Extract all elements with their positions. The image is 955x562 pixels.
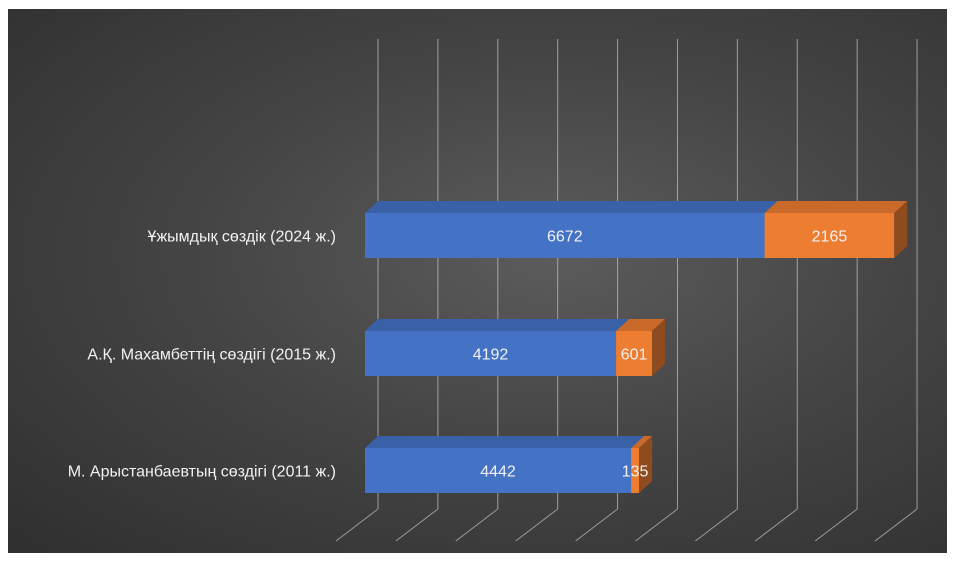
floor-gridline xyxy=(874,508,918,542)
category-label: Ұжымдық сөздік (2024 ж.) xyxy=(148,229,336,246)
data-label: 6672 xyxy=(547,229,583,246)
bar-side-face xyxy=(652,319,666,376)
data-label: 4442 xyxy=(480,464,516,481)
floor-gridline xyxy=(335,508,379,542)
floor-gridline xyxy=(515,508,558,542)
category-label: М. Арыстанбаевтың сөздігі (2011 ж.) xyxy=(68,464,336,481)
data-label: 2165 xyxy=(812,229,848,246)
bar-segment xyxy=(365,448,632,493)
label-layer: Ұжымдық сөздік (2024 ж.) 6672 2165 А.Қ. Мах… xyxy=(68,229,848,481)
bar-segment xyxy=(365,213,765,258)
bar-top-face xyxy=(365,319,630,331)
data-label: 601 xyxy=(621,347,648,364)
bar-segment xyxy=(365,331,617,376)
floor-gridline xyxy=(635,508,678,542)
floor-gridline xyxy=(575,508,618,542)
bar-side-face xyxy=(639,436,653,493)
bar-top-face xyxy=(365,201,778,213)
data-label: 4192 xyxy=(473,347,509,364)
floor-gridline xyxy=(395,508,439,542)
floor-gridline xyxy=(455,508,499,542)
category-label: А.Қ. Махамбеттің сөздігі (2015 ж.) xyxy=(87,347,336,364)
bar-side-face xyxy=(894,201,908,258)
grid-layer xyxy=(335,39,918,542)
chart-frame: Ұжымдық сөздік (2024 ж.) 6672 2165 А.Қ. Мах… xyxy=(8,9,947,553)
floor-gridline xyxy=(695,508,738,542)
floor-gridline xyxy=(814,508,858,542)
bar-segment xyxy=(631,448,640,493)
bar-layer xyxy=(365,201,908,493)
bar-top-face xyxy=(764,201,908,213)
stacked-bar-chart: Ұжымдық сөздік (2024 ж.) 6672 2165 А.Қ. Мах… xyxy=(68,39,918,542)
bar-top-face xyxy=(631,436,653,448)
bar-segment xyxy=(764,213,895,258)
bar-segment xyxy=(616,331,653,376)
floor-gridline xyxy=(754,508,798,542)
bar-top-face xyxy=(365,436,645,448)
bar-top-face xyxy=(616,319,666,331)
data-label: 135 xyxy=(622,464,649,481)
